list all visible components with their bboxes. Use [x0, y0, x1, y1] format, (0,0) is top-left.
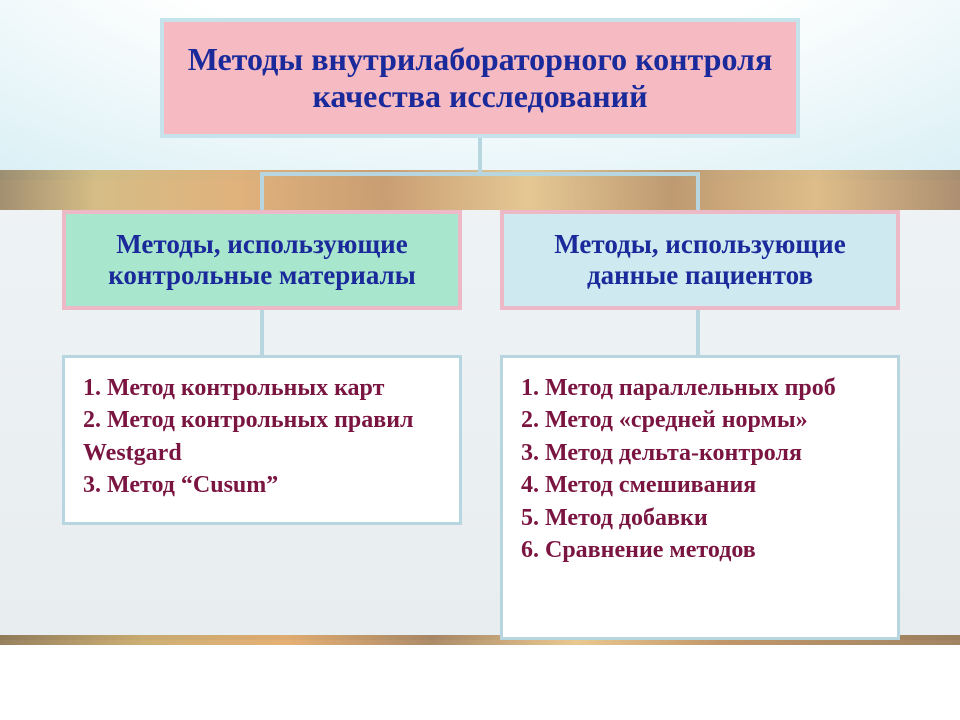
connector-to-left [260, 172, 264, 212]
list-item: 2. Метод контрольных правил Westgard [83, 404, 441, 469]
connector-horizontal [260, 172, 700, 176]
decorative-stripe-top [0, 170, 960, 210]
method-list-patient-data: 1. Метод параллельных проб2. Метод «сред… [500, 355, 900, 640]
list-item: 3. Метод дельта-контроля [521, 437, 879, 469]
branch-header-patient-data: Методы, использующие данные пациентов [500, 210, 900, 310]
list-item: 1. Метод параллельных проб [521, 372, 879, 404]
connector-to-right [696, 172, 700, 212]
list-item: 6. Сравнение методов [521, 534, 879, 566]
list-item: 5. Метод добавки [521, 502, 879, 534]
connector-left-to-list [260, 310, 264, 355]
connector-title-down [478, 138, 482, 174]
branch-header-label: Методы, использующие данные пациентов [518, 229, 882, 291]
list-item: 3. Метод “Cusum” [83, 469, 441, 501]
list-item: 2. Метод «средней нормы» [521, 404, 879, 436]
method-list-control-materials: 1. Метод контрольных карт2. Метод контро… [62, 355, 462, 525]
title-text: Методы внутрилабораторного контроля каче… [184, 41, 776, 115]
title-box: Методы внутрилабораторного контроля каче… [160, 18, 800, 138]
list-item: 1. Метод контрольных карт [83, 372, 441, 404]
connector-right-to-list [696, 310, 700, 355]
list-item: 4. Метод смешивания [521, 469, 879, 501]
branch-header-label: Методы, использующие контрольные материа… [80, 229, 444, 291]
branch-header-control-materials: Методы, использующие контрольные материа… [62, 210, 462, 310]
